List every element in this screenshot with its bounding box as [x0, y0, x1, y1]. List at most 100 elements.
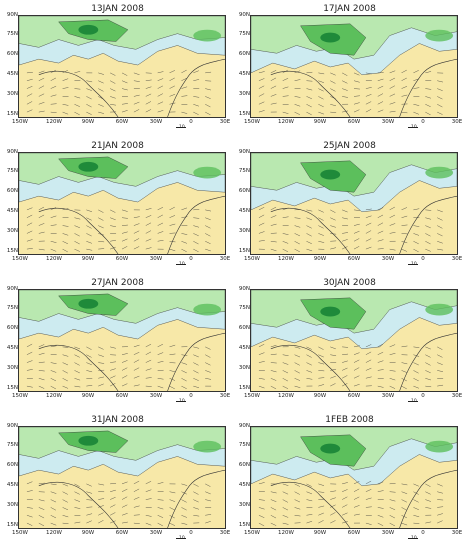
wind-vector — [342, 383, 348, 387]
wind-vector — [193, 346, 200, 349]
wind-vector — [74, 96, 81, 99]
wind-vector — [413, 362, 419, 366]
wind-vector — [377, 230, 384, 234]
coastline — [399, 58, 457, 117]
wind-vector — [425, 88, 432, 90]
lon-tick-label: 90W — [313, 256, 327, 262]
wind-vector — [282, 378, 289, 382]
wind-vector — [62, 515, 69, 518]
map-area — [250, 426, 458, 529]
wind-vector — [294, 362, 300, 366]
wind-vector — [270, 499, 277, 502]
wind-vector — [193, 499, 199, 503]
wind-vector — [38, 70, 45, 74]
lon-tick-label: 120W — [46, 256, 62, 262]
lon-tick-label: 120W — [46, 393, 62, 399]
lon-tick-label: 150W — [12, 393, 28, 399]
wind-vector — [401, 491, 408, 494]
reference-vector-arrow — [176, 401, 186, 402]
mid-green-region — [425, 303, 454, 316]
map-panel: 31JAN 2008 90N 75N 60N 45N 30N 15N 150W 120W 90W 6… — [6, 413, 230, 541]
wind-vector — [26, 507, 33, 509]
wind-vector — [425, 241, 431, 245]
wind-vector — [98, 362, 105, 364]
wind-vector — [330, 375, 336, 379]
lat-tick-label: 45N — [6, 208, 18, 214]
wind-vector — [318, 370, 325, 372]
wind-vector — [181, 233, 188, 235]
lat-tick-label: 60N — [6, 325, 18, 331]
wind-vector — [401, 507, 407, 511]
lat-tick-label: 60N — [6, 51, 18, 57]
wind-vector — [294, 241, 300, 245]
wind-vector — [181, 95, 188, 97]
wind-vector — [377, 490, 384, 492]
wind-vector — [342, 232, 349, 234]
wind-vector — [258, 110, 265, 113]
wind-vector — [270, 385, 277, 390]
wind-vector — [401, 241, 408, 244]
map-svg — [251, 290, 457, 391]
wind-vector — [26, 385, 33, 388]
wind-vector — [193, 354, 199, 358]
wind-vector — [353, 238, 360, 242]
wind-vector — [282, 499, 289, 503]
wind-vector — [38, 507, 45, 510]
wind-vector — [62, 499, 68, 503]
wind-vector — [98, 80, 104, 84]
wind-vector — [133, 480, 140, 485]
wind-vector — [121, 88, 128, 91]
wind-vector — [157, 361, 164, 363]
wind-vector — [425, 354, 431, 358]
lon-tick-label: 30W — [149, 530, 163, 536]
wind-vector — [169, 102, 176, 105]
wind-vector — [437, 520, 443, 524]
lon-tick-label: 90W — [81, 119, 95, 125]
wind-vector — [181, 378, 187, 382]
wind-vector — [26, 86, 33, 89]
wind-vector — [62, 491, 68, 495]
wind-vector — [62, 87, 69, 89]
reference-vector-label: 10 — [411, 399, 417, 404]
panel-title: 21JAN 2008 — [91, 141, 144, 151]
wind-vector — [157, 101, 164, 105]
wind-vector — [86, 513, 93, 516]
wind-vector — [86, 362, 92, 366]
wind-vector — [145, 343, 152, 348]
reference-vector-label: 10 — [411, 125, 417, 130]
wind-vector — [413, 78, 420, 81]
wind-vector — [50, 370, 57, 373]
wind-vector — [258, 378, 265, 380]
wind-vector — [133, 223, 140, 226]
wind-vector — [437, 346, 443, 350]
wind-vector — [145, 101, 152, 105]
wind-vector — [353, 384, 360, 387]
reference-vector-arrow — [176, 538, 186, 539]
wind-vector — [38, 231, 45, 234]
wind-vector — [205, 491, 211, 495]
wind-vector — [342, 246, 348, 250]
wind-vector — [353, 345, 360, 348]
wind-vector — [86, 217, 92, 221]
wind-vector — [205, 209, 212, 212]
lon-tick-label: 0 — [421, 530, 425, 536]
wind-vector — [437, 248, 444, 251]
wind-vector — [181, 207, 188, 211]
wind-vector — [50, 241, 57, 243]
wind-vector — [50, 515, 57, 519]
wind-vector — [353, 496, 360, 500]
wind-vector — [38, 223, 45, 226]
wind-vector — [181, 86, 188, 89]
wind-vector — [157, 85, 164, 89]
lat-tick-label: 15N — [6, 111, 18, 117]
lon-tick-label: 150W — [244, 530, 260, 536]
wind-vector — [425, 370, 431, 374]
wind-vector — [86, 96, 92, 100]
wind-vector — [389, 223, 396, 226]
wind-vector — [38, 482, 45, 485]
wind-vector — [86, 233, 92, 237]
wind-vector — [413, 241, 419, 245]
wind-vector — [306, 520, 313, 524]
wind-vector — [62, 370, 68, 374]
wind-vector — [98, 346, 104, 350]
